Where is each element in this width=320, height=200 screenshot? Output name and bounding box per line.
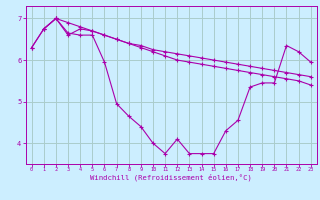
X-axis label: Windchill (Refroidissement éolien,°C): Windchill (Refroidissement éolien,°C) (90, 174, 252, 181)
